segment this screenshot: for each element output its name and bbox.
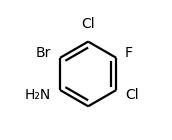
Text: Br: Br <box>36 46 51 60</box>
Text: Cl: Cl <box>125 88 139 102</box>
Text: H₂N: H₂N <box>25 88 51 102</box>
Text: F: F <box>125 46 133 60</box>
Text: Cl: Cl <box>81 17 95 31</box>
